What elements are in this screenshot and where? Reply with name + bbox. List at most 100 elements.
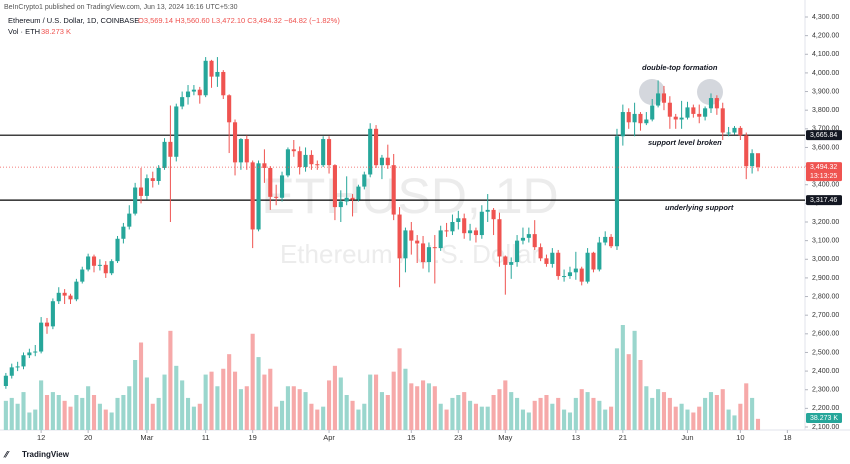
candle-body [103, 264, 108, 274]
candle-body [456, 218, 461, 222]
candle-body [291, 149, 296, 152]
volume-bar [656, 389, 661, 430]
volume-bar [520, 409, 526, 430]
volume-bar [532, 400, 537, 430]
volume-label: 38.273 K [810, 415, 838, 422]
volume-bar [103, 409, 108, 430]
volume-bar [232, 371, 238, 430]
volume-bar [215, 386, 220, 430]
candle-body [121, 226, 126, 239]
candle-body [68, 295, 73, 300]
candle-body [3, 375, 8, 386]
candle-body [515, 240, 520, 263]
candle-body [244, 139, 249, 163]
volume-bar [667, 397, 672, 430]
candle-body [444, 230, 449, 232]
logo: ⁄⁄ [3, 449, 11, 459]
volume-bar [279, 400, 285, 430]
candle-body [579, 268, 584, 282]
candle-body [197, 89, 202, 96]
volume-bar [203, 374, 208, 430]
y-tick-label: 3,200.00 [812, 219, 839, 226]
x-tick-label: Mar [140, 433, 153, 442]
candle-body [356, 186, 361, 200]
countdown: 13:13:25 [810, 173, 837, 180]
candle-body [332, 165, 337, 208]
y-tick-label: 3,600.00 [812, 144, 839, 151]
candle-body [491, 209, 496, 220]
x-tick-label: 13 [572, 433, 580, 442]
x-tick-label: May [498, 433, 512, 442]
candle-body [86, 256, 91, 270]
candle-body [755, 153, 761, 168]
y-tick-label: 3,800.00 [812, 107, 839, 114]
volume-bar [62, 400, 67, 430]
y-tick-label: 2,700.00 [812, 312, 839, 319]
volume-title: Vol · ETH [8, 27, 40, 36]
volume-bar [150, 403, 155, 430]
volume-bar [421, 380, 426, 430]
candle-body [27, 352, 32, 356]
y-tick-label: 2,500.00 [812, 349, 839, 356]
volume-bar [697, 406, 702, 430]
volume-bar [473, 403, 479, 430]
volume-bar [268, 368, 273, 430]
candle-body [544, 258, 549, 264]
candle-body [550, 252, 555, 264]
volume-bar [86, 386, 91, 430]
volume-bar [368, 374, 373, 430]
candle-body [315, 164, 320, 166]
volume-bar [750, 397, 755, 430]
y-tick-label: 3,700.00 [812, 126, 839, 133]
candle-body [91, 256, 97, 266]
volume-bar [238, 389, 243, 430]
candle-body [744, 135, 749, 167]
candle-body [227, 95, 232, 123]
volume-bar [479, 406, 484, 430]
volume-bar [591, 397, 596, 430]
candle-body [415, 240, 420, 244]
volume-bar [97, 403, 102, 430]
candle-body [691, 107, 696, 114]
candle-body [644, 119, 649, 124]
volume-bar [303, 392, 308, 430]
volume-bar [432, 386, 437, 430]
candle-body [520, 237, 526, 241]
level-label: 3,317.46 [810, 197, 837, 204]
volume-bar [244, 386, 249, 430]
volume-bar [620, 325, 625, 430]
volume-bar [162, 374, 167, 430]
volume-bar [738, 403, 743, 430]
volume-bar [274, 406, 279, 430]
candle-body [656, 93, 661, 106]
footer: TradingView [22, 450, 70, 459]
x-tick-label: 23 [454, 433, 462, 442]
candle-body [168, 141, 173, 157]
volume-bar [15, 403, 20, 430]
volume-bar [156, 397, 161, 430]
volume-bar [609, 406, 614, 430]
candle-body [133, 187, 138, 214]
volume-bar [68, 406, 73, 430]
candle-body [609, 236, 614, 247]
volume-bar [468, 400, 473, 430]
candle-body [80, 269, 85, 282]
x-tick-label: 19 [248, 433, 256, 442]
candle-body [9, 367, 14, 376]
volume-bar [497, 389, 502, 430]
volume-bar [338, 377, 343, 430]
candle-body [685, 107, 690, 118]
candle-body [661, 93, 667, 103]
volume-bar [3, 400, 8, 430]
candle-body [632, 113, 637, 123]
x-tick-label: 10 [736, 433, 744, 442]
volume-bar [661, 392, 667, 430]
volume-bar [385, 395, 390, 430]
y-tick-label: 4,000.00 [812, 70, 839, 77]
volume-bar [632, 330, 637, 430]
symbol: Ethereum / U.S. Dollar, 1D, COINBASE [8, 16, 139, 25]
volume-bar [56, 395, 61, 430]
candle-body [180, 97, 185, 107]
volume-bar [397, 348, 402, 430]
